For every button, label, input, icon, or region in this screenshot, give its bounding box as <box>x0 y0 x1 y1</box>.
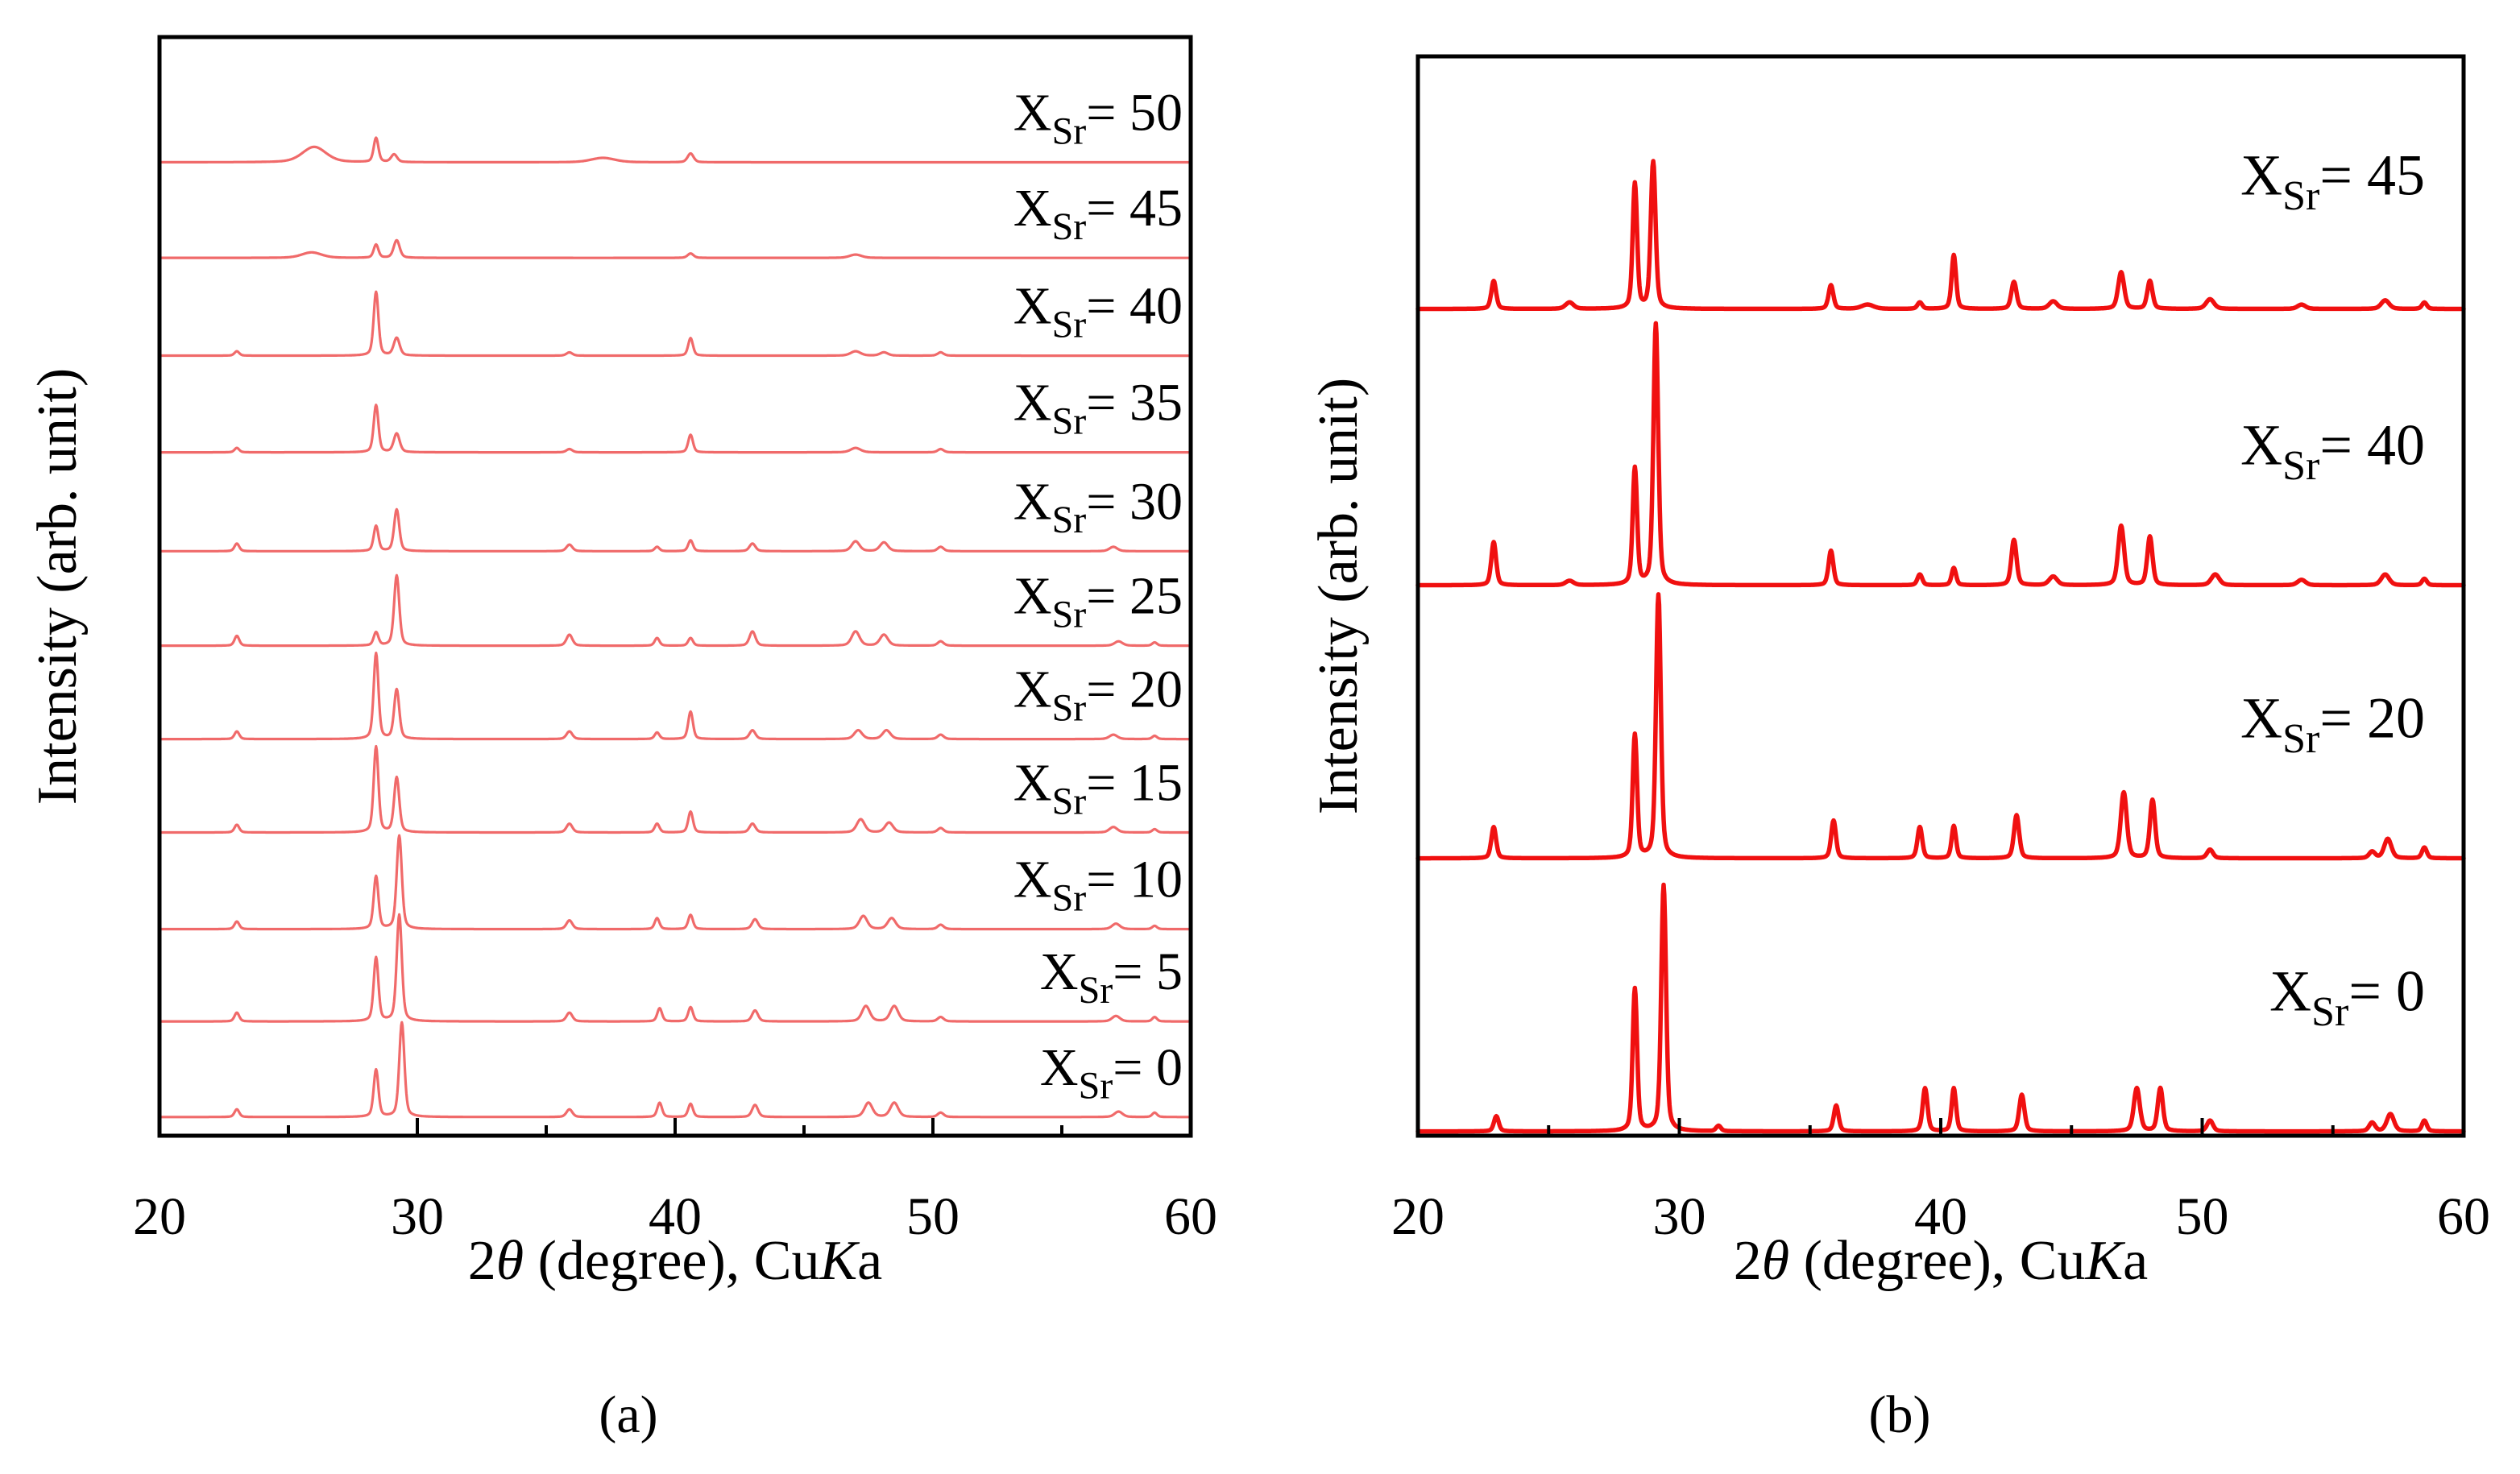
panel-b-y-axis-title: Intensity (arb. unit) <box>1308 378 1370 814</box>
xrd-trace-xsr0 <box>158 1021 1192 1119</box>
series-label: XSr= 0 <box>2269 959 2425 1035</box>
series-label: XSr= 35 <box>1013 374 1183 443</box>
x-tick-label: 30 <box>391 1187 444 1246</box>
xrd-trace-xsr5 <box>158 913 1192 1023</box>
panel-b-x-ticks: 20 30 40 50 60 <box>1391 1118 2490 1246</box>
xrd-trace-xsr35 <box>158 404 1192 454</box>
panel-a-x-ticks: 20 30 40 50 60 <box>133 1118 1217 1246</box>
panel-b-traces <box>1415 159 2466 1134</box>
series-label: XSr= 30 <box>1013 472 1183 541</box>
series-label: XSr= 0 <box>1040 1038 1183 1108</box>
series-label: XSr= 45 <box>2240 143 2425 219</box>
panel-b-series-labels: XSr= 45 XSr= 40 XSr= 20 XSr= 0 <box>2240 143 2425 1035</box>
xrd-trace-xsr45 <box>1415 159 2466 312</box>
series-label: XSr= 20 <box>1013 660 1183 730</box>
xrd-trace-xsr25 <box>158 573 1192 648</box>
xrd-trace-xsr45 <box>158 238 1192 259</box>
series-label: XSr= 20 <box>2240 686 2425 762</box>
series-label: XSr= 5 <box>1040 942 1183 1012</box>
series-label: XSr= 15 <box>1013 754 1183 823</box>
x-tick-label: 60 <box>1164 1187 1217 1246</box>
series-label: XSr= 40 <box>1013 277 1183 346</box>
panel-b-label: (b) <box>1869 1385 1931 1444</box>
panel-a-series-labels: XSr= 50 XSr= 45 XSr= 40 XSr= 35 XSr= 30 XSr= … <box>1013 83 1183 1107</box>
panel-a-y-axis-title: Intensity (arb. unit) <box>27 368 89 805</box>
series-label: XSr= 45 <box>1013 179 1183 248</box>
series-label: XSr= 50 <box>1013 83 1183 152</box>
panel-b: XSr= 45 XSr= 40 XSr= 20 XSr= 0 20 30 40 50 60 I… <box>1308 54 2490 1444</box>
xrd-trace-xsr15 <box>158 744 1192 834</box>
x-tick-label: 40 <box>1914 1187 1967 1246</box>
x-tick-label: 50 <box>906 1187 960 1246</box>
panel-a-label: (a) <box>599 1385 657 1444</box>
xrd-trace-xsr10 <box>158 834 1192 931</box>
xrd-trace-xsr50 <box>158 136 1192 164</box>
xrd-trace-xsr40 <box>1415 321 2466 588</box>
x-tick-label: 20 <box>133 1187 186 1246</box>
xrd-trace-xsr20 <box>158 652 1192 741</box>
panel-a: XSr= 50 XSr= 45 XSr= 40 XSr= 35 XSr= 30 XSr= … <box>27 35 1217 1444</box>
panel-a-x-axis-title: 2θ (degree), CuKa <box>468 1230 883 1292</box>
x-tick-label: 60 <box>2437 1187 2490 1246</box>
x-tick-label: 40 <box>649 1187 702 1246</box>
panel-b-x-axis-title: 2θ (degree), CuKa <box>1734 1230 2149 1292</box>
series-label: XSr= 25 <box>1013 567 1183 636</box>
series-label: XSr= 40 <box>2240 413 2425 489</box>
x-tick-label: 50 <box>2176 1187 2229 1246</box>
xrd-trace-xsr40 <box>158 290 1192 358</box>
panel-a-traces <box>158 136 1192 1119</box>
xrd-trace-xsr20 <box>1415 592 2466 861</box>
xrd-trace-xsr30 <box>158 507 1192 553</box>
series-label: XSr= 10 <box>1013 851 1183 920</box>
x-tick-label: 20 <box>1391 1187 1444 1246</box>
x-tick-label: 30 <box>1653 1187 1706 1246</box>
